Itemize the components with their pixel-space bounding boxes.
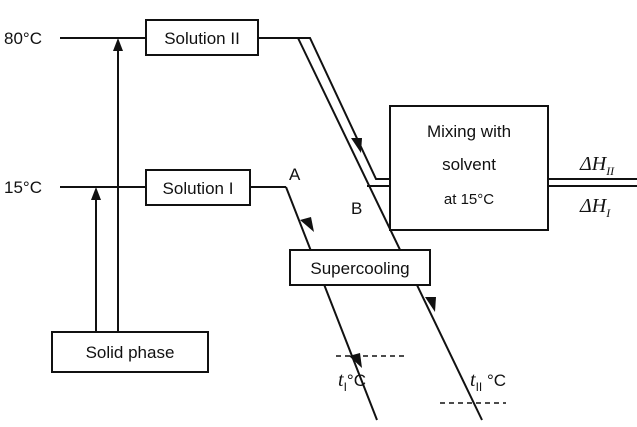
box-label: solvent	[442, 155, 496, 174]
point-label: B	[351, 199, 362, 218]
arrow	[113, 38, 123, 51]
temp-label: tI°C	[338, 369, 366, 394]
box-label: Mixing with	[427, 122, 511, 141]
temp-label: 15°C	[4, 178, 42, 197]
arrow	[300, 217, 314, 232]
arrow	[91, 187, 101, 200]
arrow	[351, 138, 362, 153]
enthalpy-label: ΔHI	[579, 195, 611, 220]
box-label: Supercooling	[310, 259, 409, 278]
temp-label: tII °C	[470, 369, 506, 394]
box-label: Solid phase	[86, 343, 175, 362]
enthalpy-label: ΔHII	[579, 153, 615, 178]
box-label: Solution I	[163, 179, 234, 198]
box	[51, 331, 209, 373]
point-label: A	[289, 165, 301, 184]
double-line	[300, 37, 390, 180]
cooling-line	[285, 186, 378, 421]
box	[145, 169, 251, 206]
box	[389, 105, 549, 231]
temp-label: 80°C	[4, 29, 42, 48]
box	[289, 249, 431, 286]
box	[145, 19, 259, 56]
box-label: Solution II	[164, 29, 240, 48]
box-label: at 15°C	[444, 191, 494, 208]
arrow	[425, 297, 436, 312]
